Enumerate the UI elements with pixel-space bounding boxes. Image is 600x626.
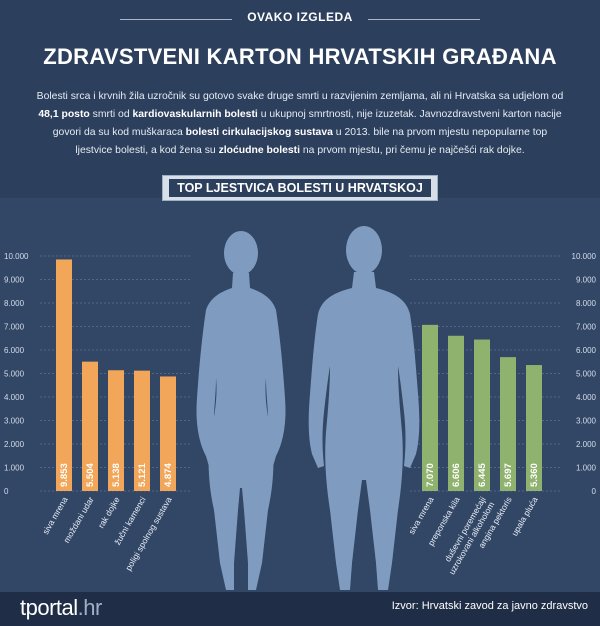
- men-bar: [526, 365, 542, 491]
- footer-bar: [0, 592, 600, 626]
- men-y-tick-label: 3.000: [576, 417, 597, 426]
- women-category-label: rak dojke: [96, 495, 122, 530]
- men-y-tick-label: 6.000: [576, 346, 597, 355]
- kicker-rule-right: [368, 19, 480, 20]
- women-y-tick-label: 7.000: [4, 323, 25, 332]
- women-bar: [134, 370, 150, 491]
- kicker-row: OVAKO IZGLEDA: [0, 10, 600, 28]
- men-y-tick-label: 8.000: [576, 299, 597, 308]
- women-y-tick-label: 1.000: [4, 464, 25, 473]
- men-y-tick-label: 2.000: [576, 440, 597, 449]
- men-value-label: 5.697: [503, 463, 514, 487]
- women-value-label: 5.121: [137, 463, 148, 487]
- men-bar: [448, 335, 464, 491]
- men-y-tick-label: 9.000: [576, 276, 597, 285]
- header-panel: [0, 0, 600, 198]
- intro-text: Bolesti srca i krvnih žila uzročnik su g…: [36, 88, 564, 160]
- women-y-tick-label: 6.000: [4, 346, 25, 355]
- intro-part: na prvom mjestu, pri čemu je najčešći ra…: [300, 145, 525, 156]
- women-y-tick-label: 0: [4, 487, 9, 496]
- women-y-tick-label: 5.000: [4, 370, 25, 379]
- male-silhouette: [308, 226, 420, 590]
- men-y-tick-label: 4.000: [576, 393, 597, 402]
- men-bar: [422, 324, 438, 491]
- men-value-label: 6.445: [477, 463, 488, 487]
- intro-emphasis: kardiovaskularnih bolesti: [132, 109, 258, 120]
- men-y-tick-label: 10.000: [572, 252, 597, 261]
- women-value-label: 4.874: [163, 463, 174, 487]
- men-y-tick-label: 5.000: [576, 370, 597, 379]
- women-y-tick-label: 4.000: [4, 393, 25, 402]
- page-title: ZDRAVSTVENI KARTON HRVATSKIH GRAĐANA: [43, 44, 557, 69]
- men-value-label: 6.606: [451, 463, 462, 487]
- intro-emphasis: bolesti cirkulacijskog sustava: [185, 127, 333, 138]
- men-value-label: 5.360: [529, 463, 540, 487]
- women-category-label: poligi spolnog sustava: [123, 495, 174, 573]
- women-value-label: 5.504: [85, 463, 96, 487]
- men-y-tick-label: 1.000: [576, 464, 597, 473]
- women-y-tick-label: 9.000: [4, 276, 25, 285]
- logo-suffix: .hr: [77, 595, 103, 620]
- women-y-tick-label: 8.000: [4, 299, 25, 308]
- banner-title: TOP LJESTVICA BOLESTI U HRVATSKOJ: [177, 181, 423, 195]
- female-silhouette: [196, 231, 286, 590]
- men-bar: [474, 339, 490, 491]
- women-category-label: siva mrena: [40, 495, 70, 536]
- women-bar: [108, 370, 124, 491]
- men-value-label: 7.070: [425, 463, 436, 487]
- intro-part: u ukupnoj smrtnosti, nije izuzetak. Javn…: [52, 109, 562, 138]
- intro-part: u 2013. bile na prvom mjestu nepopularne…: [75, 127, 548, 156]
- kicker-rule-left: [120, 19, 232, 20]
- logo-main: tportal: [20, 595, 78, 620]
- kicker: OVAKO IZGLEDA: [247, 10, 353, 24]
- women-value-label: 5.138: [111, 463, 122, 487]
- women-bar: [56, 259, 72, 491]
- intro-part: smrti od: [89, 109, 133, 120]
- section-banner: TOP LJESTVICA BOLESTI U HRVATSKOJ: [162, 175, 438, 201]
- men-category-label: upala pluća: [509, 495, 540, 538]
- women-bar: [160, 376, 176, 491]
- intro-emphasis: zloćudne bolesti: [218, 145, 300, 156]
- chart-stage: 0 1.000 2.000 3.000 4.000 5.000 6.000 7.000 8.00…: [0, 218, 600, 592]
- women-y-tick-label: 2.000: [4, 440, 25, 449]
- source-note: Izvor: Hrvatski zavod za javno zdravstvo: [391, 600, 588, 612]
- men-category-label: siva mrena: [406, 495, 436, 536]
- men-y-tick-label: 0: [592, 487, 597, 496]
- intro-part: Bolesti srca i krvnih žila uzročnik su g…: [36, 91, 564, 102]
- tportal-logo: tportal.hr: [20, 595, 102, 621]
- women-y-tick-label: 10.000: [4, 252, 29, 261]
- banner-inner: TOP LJESTVICA BOLESTI U HRVATSKOJ: [169, 179, 431, 197]
- men-y-tick-label: 7.000: [576, 323, 597, 332]
- men-bar: [500, 357, 516, 491]
- intro-emphasis: 48,1 posto: [38, 109, 90, 120]
- charts-svg: 0 1.000 2.000 3.000 4.000 5.000 6.000 7.000 8.00…: [4, 226, 597, 590]
- women-bar: [82, 361, 98, 491]
- women-y-tick-label: 3.000: [4, 417, 25, 426]
- women-value-label: 9.853: [59, 463, 70, 487]
